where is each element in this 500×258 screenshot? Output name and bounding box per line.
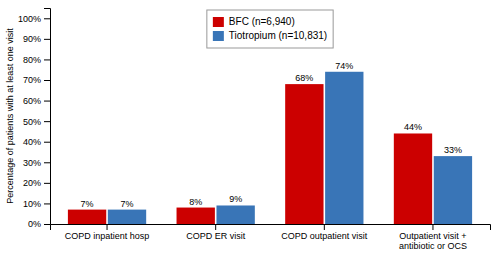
- legend: BFC (n=6,940) Tiotropium (n=10,831): [207, 10, 333, 48]
- legend-item: BFC (n=6,940): [213, 16, 295, 27]
- data-label: 74%: [335, 61, 353, 71]
- x-tick: COPD outpatient visit: [281, 224, 368, 241]
- y-tick-label: 30%: [23, 158, 41, 168]
- y-tick-label: 70%: [23, 75, 41, 85]
- plot-area: 7% 8% 68% 44% 7% 9% 74% 33% 0% 10% 20% 30% 40% 50% 60%…: [18, 9, 491, 252]
- y-tick: 40%: [23, 137, 50, 147]
- y-tick-label: 40%: [23, 137, 41, 147]
- data-label: 68%: [295, 73, 313, 83]
- bar: [177, 208, 215, 224]
- y-tick-mark: [44, 183, 50, 184]
- data-label: 8%: [189, 197, 202, 207]
- bar: [108, 210, 146, 224]
- x-tick-label: COPD outpatient visit: [281, 231, 368, 241]
- x-tick-mark: [107, 224, 108, 230]
- data-label: 44%: [404, 122, 422, 132]
- y-tick: 80%: [23, 55, 50, 65]
- x-tick-mark: [432, 224, 433, 230]
- y-tick: 70%: [23, 75, 50, 85]
- bar: [68, 210, 106, 224]
- y-tick-label: 60%: [23, 96, 41, 106]
- bar: [216, 205, 254, 224]
- y-tick-label: 10%: [23, 199, 41, 209]
- y-tick-mark: [44, 224, 50, 225]
- y-tick-label: 80%: [23, 55, 41, 65]
- data-label: 9%: [229, 194, 242, 204]
- bar: [325, 72, 363, 224]
- legend-item: Tiotropium (n=10,831): [213, 30, 327, 41]
- y-axis-line: [44, 9, 51, 225]
- y-tick: 20%: [23, 178, 50, 188]
- y-tick: 0%: [28, 219, 50, 229]
- bars: [68, 72, 472, 224]
- y-tick-mark: [44, 80, 50, 81]
- data-label: 7%: [81, 199, 94, 209]
- y-tick-mark: [44, 142, 50, 143]
- x-tick-label: Outpatient visit +antibiotic or OCS: [399, 231, 467, 251]
- y-tick-mark: [44, 162, 50, 163]
- data-label: 33%: [444, 145, 462, 155]
- y-tick: 100%: [18, 14, 50, 24]
- x-axis-line: [51, 225, 491, 231]
- bar: [434, 156, 472, 224]
- x-tick-mark: [324, 224, 325, 230]
- y-axis: 0% 10% 20% 30% 40% 50% 60% 70% 80% 90% 100%: [18, 9, 51, 230]
- y-tick: 30%: [23, 158, 50, 168]
- legend-label: Tiotropium (n=10,831): [229, 30, 327, 41]
- y-tick: 50%: [23, 117, 50, 127]
- x-tick: COPD inpatient hosp: [65, 224, 150, 241]
- legend-swatch: [213, 17, 224, 27]
- y-tick-mark: [44, 59, 50, 60]
- x-tick: COPD ER visit: [186, 224, 246, 241]
- y-tick: 10%: [23, 199, 50, 209]
- y-tick-label: 20%: [23, 178, 41, 188]
- chart: 7% 8% 68% 44% 7% 9% 74% 33% 0% 10% 20% 30% 40% 50% 60%…: [0, 0, 500, 258]
- y-tick-mark: [44, 121, 50, 122]
- y-tick-label: 90%: [23, 34, 41, 44]
- legend-frame: [207, 10, 333, 48]
- bar: [285, 84, 323, 224]
- y-tick: 90%: [23, 34, 50, 44]
- bar: [394, 133, 432, 224]
- y-tick-label: 50%: [23, 117, 41, 127]
- y-tick-label: 0%: [28, 219, 41, 229]
- y-tick: 60%: [23, 96, 50, 106]
- x-tick-mark: [215, 224, 216, 230]
- y-tick-label: 100%: [18, 14, 41, 24]
- y-axis-title: Percentage of patients with at least one…: [5, 28, 15, 204]
- x-axis: COPD inpatient hosp COPD ER visit COPD out…: [51, 224, 491, 251]
- legend-swatch: [213, 31, 224, 41]
- data-labels: 7% 8% 68% 44% 7% 9% 74% 33%: [81, 61, 462, 209]
- y-tick-mark: [44, 39, 50, 40]
- y-tick-mark: [44, 203, 50, 204]
- x-tick-label: COPD inpatient hosp: [65, 231, 150, 241]
- y-tick-mark: [44, 101, 50, 102]
- x-tick-label: COPD ER visit: [186, 231, 246, 241]
- legend-label: BFC (n=6,940): [229, 16, 295, 27]
- data-label: 7%: [121, 199, 134, 209]
- y-tick-mark: [44, 18, 50, 19]
- x-tick: Outpatient visit +antibiotic or OCS: [399, 224, 467, 251]
